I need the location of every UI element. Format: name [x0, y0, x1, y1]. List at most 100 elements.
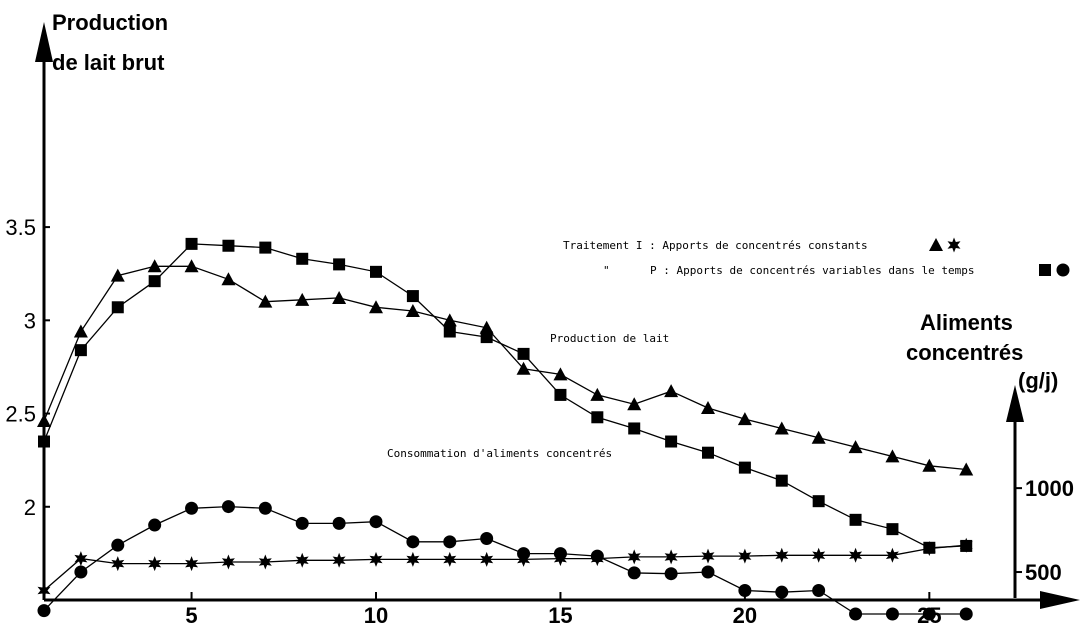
- series-0-point-4: [147, 259, 162, 273]
- series-1-point-17: [628, 422, 641, 435]
- series-1-point-2: [74, 344, 87, 357]
- legend-star-marker: [947, 237, 961, 253]
- legend-line2-ditto: ": [603, 264, 610, 277]
- series-0-point-24: [885, 449, 900, 463]
- series-2-point-19: [701, 548, 715, 564]
- series-3-point-17: [627, 566, 641, 580]
- series-0-point-12: [442, 313, 457, 327]
- series-2-point-11: [406, 551, 420, 567]
- series-3-point-9: [332, 516, 346, 530]
- series-2-point-9: [332, 552, 346, 568]
- series-0-point-5: [184, 259, 199, 273]
- series-3-point-16: [590, 549, 604, 563]
- series-3-point-1: [37, 604, 51, 618]
- series-3-point-6: [221, 500, 235, 514]
- series-1-point-5: [185, 237, 198, 250]
- series-2-point-8: [295, 552, 309, 568]
- series-0-point-26: [959, 462, 974, 476]
- series-3-point-11: [406, 535, 420, 549]
- series-group: [37, 237, 974, 621]
- y2-axis-title-line2: concentrés: [906, 340, 1023, 365]
- series-1-point-19: [702, 446, 714, 459]
- series-3-point-7: [258, 501, 272, 515]
- series-line-2: [43, 544, 967, 591]
- series-1-point-24: [886, 523, 899, 536]
- series-3-point-18: [664, 567, 678, 581]
- series-2-point-10: [369, 551, 383, 567]
- series-1-point-8: [296, 252, 309, 265]
- legend-square-marker: [1039, 264, 1051, 276]
- series-1-point-18: [665, 435, 678, 448]
- series-3-point-10: [369, 515, 383, 529]
- y2-axis-title-line1: Aliments: [920, 310, 1013, 335]
- series-3-point-2: [74, 565, 88, 579]
- series-0-point-20: [737, 412, 752, 426]
- series-2-point-18: [664, 549, 678, 565]
- series-0-point-16: [590, 387, 605, 401]
- series-3-point-25: [922, 607, 936, 621]
- series-0-point-19: [701, 400, 715, 414]
- series-0-point-15: [553, 367, 568, 381]
- series-0-point-9: [332, 290, 347, 304]
- y-axis-title-line2: de lait brut: [52, 50, 165, 75]
- series-3-point-26: [959, 607, 973, 621]
- legend-triangle-marker: [929, 238, 943, 251]
- series-2-point-22: [812, 547, 826, 563]
- y-axis-arrow: [35, 22, 53, 62]
- series-2-point-21: [775, 547, 789, 563]
- series-0-point-7: [258, 294, 273, 308]
- series-3-point-3: [111, 538, 125, 552]
- x-tick-label-20: 20: [733, 603, 757, 626]
- series-3-point-14: [517, 547, 531, 561]
- annotation-milk: Production de lait: [550, 332, 669, 345]
- series-1-point-6: [222, 239, 235, 252]
- y2-tick-label-500: 500: [1025, 560, 1062, 585]
- legend-markers: [929, 237, 1070, 277]
- series-2-point-25: [922, 541, 936, 556]
- series-1-point-7: [259, 241, 272, 254]
- series-2-point-24: [885, 547, 899, 563]
- series-2-point-1: [37, 583, 51, 598]
- series-2-point-26: [959, 537, 973, 553]
- series-0-point-14: [516, 361, 531, 375]
- series-0-point-8: [295, 292, 310, 306]
- x-tick-label-10: 10: [364, 603, 388, 626]
- series-1-point-9: [333, 258, 346, 271]
- series-0-point-18: [664, 384, 679, 398]
- series-3-point-22: [812, 583, 826, 597]
- x-axis-arrow: [1040, 591, 1080, 609]
- series-2-point-12: [443, 551, 457, 567]
- series-2-point-23: [849, 547, 863, 563]
- series-3-point-8: [295, 516, 309, 530]
- series-1-point-15: [554, 388, 567, 401]
- annotation-feed: Consommation d'aliments concentrés: [387, 447, 612, 460]
- legend-circle-marker: [1056, 263, 1070, 277]
- series-0-point-17: [627, 397, 642, 411]
- series-2-point-5: [185, 556, 199, 572]
- series-3-point-24: [885, 607, 899, 621]
- series-3-point-19: [701, 565, 715, 579]
- legend-line2-text: P : Apports de concentrés variables dans…: [650, 264, 975, 277]
- series-3-point-23: [849, 607, 863, 621]
- series-2-point-20: [738, 548, 752, 564]
- series-2-point-3: [111, 556, 125, 572]
- series-0-point-6: [221, 272, 236, 286]
- y-tick-label-2.5: 2.5: [5, 402, 36, 427]
- series-0-point-10: [369, 300, 383, 314]
- series-2-point-2: [74, 551, 88, 567]
- series-1-point-20: [738, 461, 751, 474]
- y-tick-label-3: 3: [24, 308, 36, 333]
- series-0-point-2: [73, 324, 88, 338]
- series-0-point-1: [37, 414, 51, 428]
- y2-axis-title-line3: (g/j): [1018, 368, 1058, 393]
- series-2-point-7: [258, 554, 272, 570]
- series-1-point-23: [849, 513, 862, 526]
- series-line-0: [43, 265, 967, 471]
- series-2-point-13: [480, 551, 494, 567]
- series-0-point-3: [110, 268, 125, 282]
- series-0-point-11: [405, 304, 420, 317]
- series-2-point-6: [221, 554, 235, 570]
- x-tick-label-15: 15: [548, 603, 572, 626]
- series-1-point-3: [111, 301, 124, 314]
